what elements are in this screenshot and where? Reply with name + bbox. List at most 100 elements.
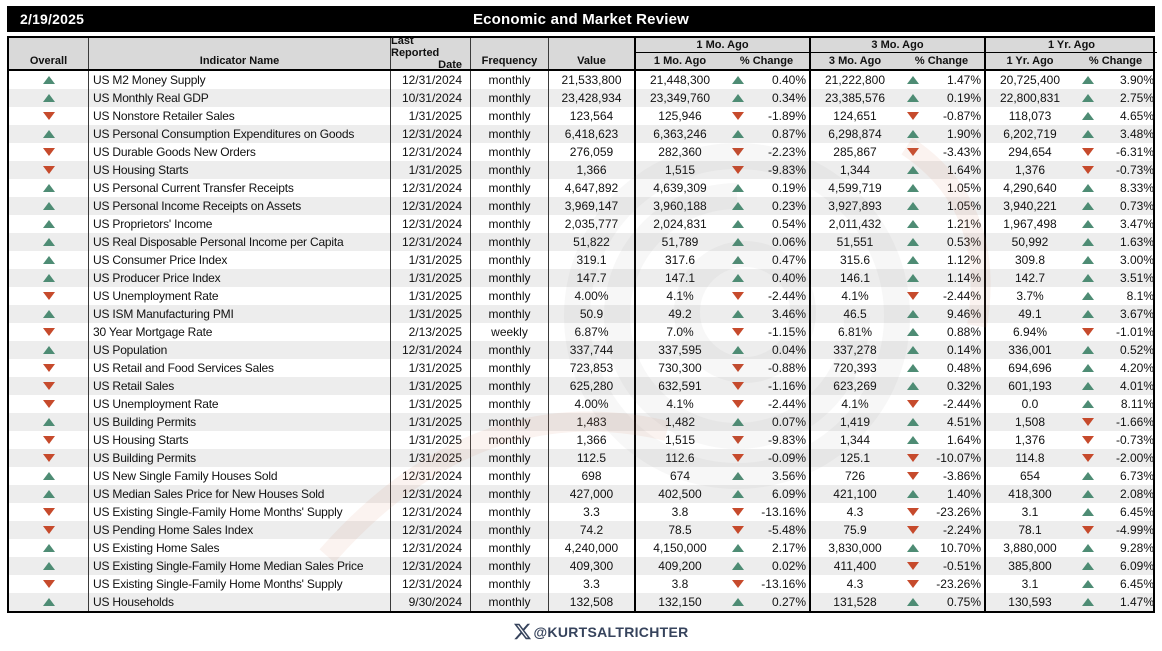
y1-value: 3.7%	[1016, 289, 1044, 303]
up-arrow-icon	[724, 341, 752, 359]
m1-percent-change: 0.40%	[752, 269, 811, 287]
frequency: monthly	[471, 359, 549, 377]
indicator-name: US Pending Home Sales Index	[89, 521, 391, 539]
m1-value: 21,448,300	[649, 73, 711, 87]
table-row: US Monthly Real GDP 10/31/2024 monthly 23,4…	[9, 89, 1154, 107]
m3-value: 124,651	[833, 109, 877, 123]
m1-value: 3,960,188	[653, 199, 707, 213]
up-arrow-icon	[1074, 359, 1102, 377]
m1-percent-change: -1.89%	[752, 107, 811, 125]
m1-percent-change: -1.15%	[752, 323, 811, 341]
m3-value: 146.1	[839, 271, 871, 285]
table-row: 30 Year Mortgage Rate 2/13/2025 weekly 6.87…	[9, 323, 1154, 341]
m1-value: 1,482	[664, 415, 696, 429]
report-sheet: 2/19/2025 Economic and Market Review Ove…	[7, 6, 1157, 641]
m1-value: 147.1	[664, 271, 696, 285]
up-arrow-icon	[724, 197, 752, 215]
last-reported-date: 12/31/2024	[391, 341, 471, 359]
m1-percent-change: -2.44%	[752, 395, 811, 413]
m1-percent-change: 0.07%	[752, 413, 811, 431]
up-arrow-icon	[9, 485, 89, 503]
m1-value: 4,639,309	[653, 181, 707, 195]
m3-percent-change: -3.86%	[927, 467, 986, 485]
m1-percent-change: -9.83%	[752, 431, 811, 449]
up-arrow-icon	[9, 89, 89, 107]
col-header-date: Last Reported Date	[391, 35, 471, 71]
m1-value: 3.8	[671, 577, 689, 591]
y1-value: 294,654	[1008, 145, 1052, 159]
down-arrow-icon	[899, 521, 927, 539]
last-reported-date: 12/31/2024	[391, 503, 471, 521]
m3-value: 4.3	[846, 577, 864, 591]
table-row: US Median Sales Price for New Houses Sol…	[9, 485, 1154, 503]
up-arrow-icon	[724, 233, 752, 251]
m3-value: 3,927,893	[828, 199, 882, 213]
y1-percent-change: 4.01%	[1119, 379, 1154, 393]
m3-percent-change: 10.70%	[927, 539, 986, 557]
y1-percent-change: 6.73%	[1119, 469, 1154, 483]
indicator-name: US Real Disposable Personal Income per C…	[89, 233, 391, 251]
up-arrow-icon	[1074, 269, 1102, 287]
y1-percent-change: 1.63%	[1119, 235, 1154, 249]
col-header-value: Value	[549, 38, 636, 69]
up-arrow-icon	[1074, 215, 1102, 233]
y1-percent-change: 4.20%	[1119, 361, 1154, 375]
last-reported-date: 1/31/2025	[391, 395, 471, 413]
table-row: US Producer Price Index 1/31/2025 monthly 1…	[9, 269, 1154, 287]
up-arrow-icon	[724, 125, 752, 143]
down-arrow-icon	[1074, 143, 1102, 161]
up-arrow-icon	[1074, 197, 1102, 215]
m1-value: 337,595	[658, 343, 702, 357]
subheader-1mo-change: % Change	[724, 53, 811, 69]
indicator-name: US Personal Consumption Expenditures on …	[89, 125, 391, 143]
down-arrow-icon	[899, 557, 927, 575]
m1-value: 282,360	[658, 145, 702, 159]
up-arrow-icon	[1074, 395, 1102, 413]
last-reported-date: 1/31/2025	[391, 269, 471, 287]
col-header-frequency: Frequency	[471, 38, 549, 69]
up-arrow-icon	[9, 71, 89, 89]
indicator-name: US Existing Home Sales	[89, 539, 391, 557]
frequency: monthly	[471, 305, 549, 323]
last-reported-date: 12/31/2024	[391, 71, 471, 89]
up-arrow-icon	[899, 233, 927, 251]
frequency: monthly	[471, 539, 549, 557]
m1-value: 4.1%	[666, 289, 694, 303]
indicator-name: US Monthly Real GDP	[89, 89, 391, 107]
up-arrow-icon	[9, 215, 89, 233]
up-arrow-icon	[899, 341, 927, 359]
title-bar: 2/19/2025 Economic and Market Review	[7, 6, 1155, 32]
m3-value: 6,298,874	[828, 127, 882, 141]
up-arrow-icon	[899, 251, 927, 269]
down-arrow-icon	[724, 431, 752, 449]
down-arrow-icon	[9, 521, 89, 539]
value: 4,647,892	[549, 179, 636, 197]
up-arrow-icon	[899, 377, 927, 395]
author-handle[interactable]: @KURTSALTRICHTER	[533, 623, 689, 640]
m1-percent-change: -0.09%	[752, 449, 811, 467]
m3-value: 720,393	[833, 361, 877, 375]
as-of-date: 2/19/2025	[20, 11, 85, 27]
frequency: monthly	[471, 413, 549, 431]
up-arrow-icon	[1074, 341, 1102, 359]
down-arrow-icon	[9, 359, 89, 377]
up-arrow-icon	[1074, 179, 1102, 197]
y1-value: 1,508	[1014, 415, 1046, 429]
down-arrow-icon	[899, 449, 927, 467]
m3-percent-change: 0.53%	[927, 233, 986, 251]
up-arrow-icon	[9, 251, 89, 269]
last-reported-date: 12/31/2024	[391, 233, 471, 251]
value: 427,000	[549, 485, 636, 503]
group-header-1mo: 1 Mo. Ago	[636, 38, 811, 53]
down-arrow-icon	[899, 575, 927, 593]
frequency: monthly	[471, 125, 549, 143]
value: 409,300	[549, 557, 636, 575]
table-row: US Housing Starts 1/31/2025 monthly 1,366 1,…	[9, 161, 1154, 179]
indicator-name: US Existing Single-Family Home Months' S…	[89, 503, 391, 521]
value: 21,533,800	[549, 71, 636, 89]
last-reported-date: 12/31/2024	[391, 125, 471, 143]
value: 723,853	[549, 359, 636, 377]
m1-percent-change: 2.17%	[752, 539, 811, 557]
table-row: US Households 9/30/2024 monthly 132,508 132,…	[9, 593, 1154, 611]
frequency: monthly	[471, 251, 549, 269]
